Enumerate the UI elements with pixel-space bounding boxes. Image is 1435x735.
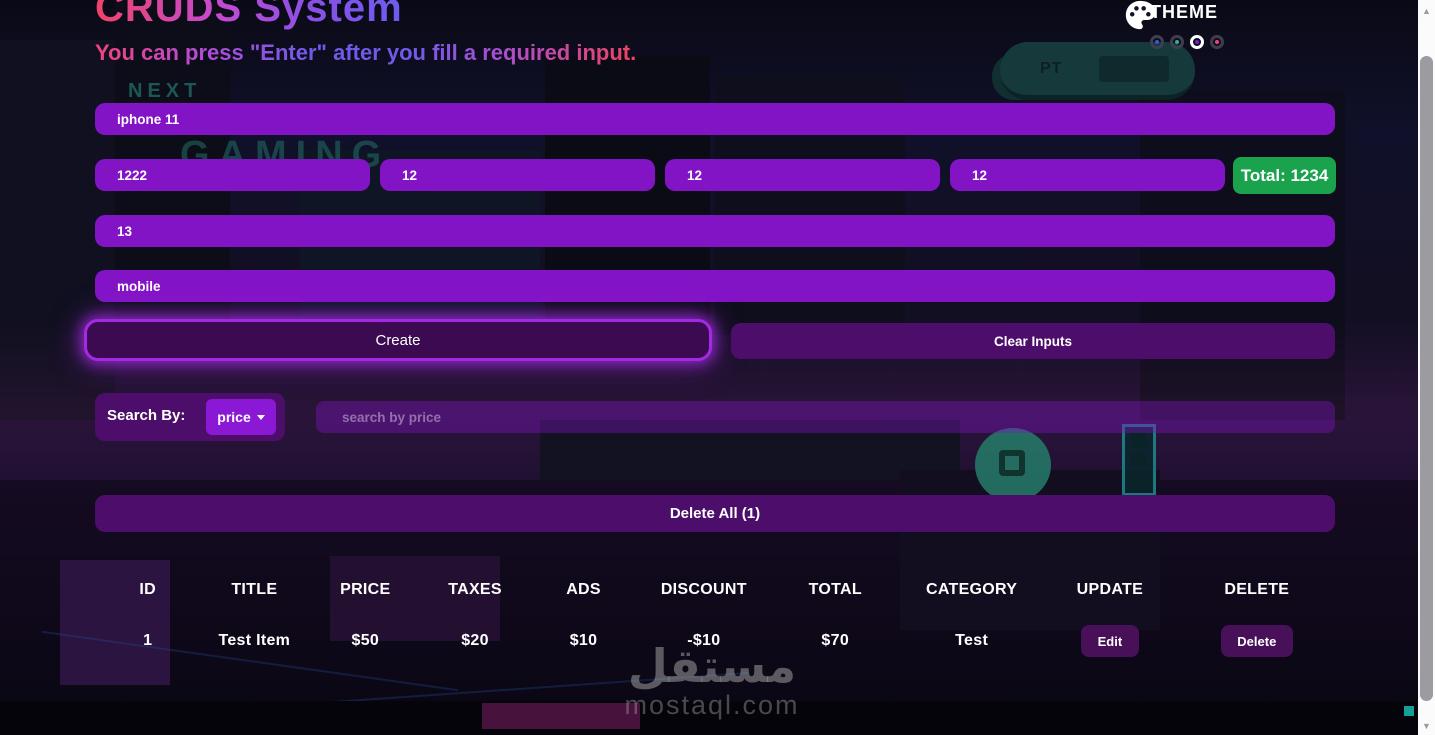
theme-swatches xyxy=(1150,35,1224,49)
header-ads: ADS xyxy=(566,581,601,598)
cell-price: $50 xyxy=(351,632,380,649)
ads-input[interactable] xyxy=(665,159,940,191)
theme-swatch-blue[interactable] xyxy=(1150,35,1164,49)
theme-label: THEME xyxy=(1150,2,1218,22)
palette-icon xyxy=(1125,0,1156,30)
chevron-down-icon xyxy=(256,414,265,420)
cell-ads: $10 xyxy=(569,632,598,649)
theme-swatch-pink[interactable] xyxy=(1210,35,1224,49)
search-by-panel: Search By: price xyxy=(95,393,285,441)
clear-inputs-button[interactable]: Clear Inputs xyxy=(731,323,1335,359)
header-title: TITLE xyxy=(231,581,278,598)
search-field-dropdown[interactable]: price xyxy=(206,399,276,435)
title-input[interactable] xyxy=(95,103,1335,135)
cell-taxes: $20 xyxy=(461,632,489,649)
cell-discount: -$10 xyxy=(687,632,721,649)
cell-id: 1 xyxy=(143,632,153,649)
header-id: ID xyxy=(139,581,156,598)
discount-input[interactable] xyxy=(950,159,1225,191)
header-total: TOTAL xyxy=(808,581,862,598)
delete-row-button[interactable]: Delete xyxy=(1220,625,1293,657)
delete-all-button[interactable]: Delete All (1) xyxy=(95,495,1335,532)
taxes-input[interactable] xyxy=(380,159,655,191)
header-update: UPDATE xyxy=(1076,581,1144,598)
category-input[interactable] xyxy=(95,270,1335,302)
table-row: 1 Test Item $50 $20 $10 -$10 $70 Test Ed… xyxy=(95,623,1335,659)
scrollbar-down-arrow-icon[interactable]: ▼ xyxy=(1422,721,1431,731)
header-taxes: TAXES xyxy=(448,581,502,598)
search-field-dropdown-value: price xyxy=(217,409,251,425)
price-input[interactable] xyxy=(95,159,370,191)
theme-swatch-teal[interactable] xyxy=(1170,35,1184,49)
search-input[interactable] xyxy=(316,401,1335,433)
scrollbar-up-arrow-icon[interactable]: ▲ xyxy=(1422,6,1431,16)
scrollbar-thumb[interactable] xyxy=(1420,56,1433,701)
cell-category: Test xyxy=(955,632,989,649)
page-title: CRUDS System xyxy=(95,0,403,31)
theme-swatch-purple[interactable] xyxy=(1190,35,1204,49)
total-badge: Total: 1234 xyxy=(1233,157,1336,194)
edit-row-button[interactable]: Edit xyxy=(1080,625,1139,657)
page-subtitle: You can press "Enter" after you fill a r… xyxy=(95,40,637,65)
table-header-row: ID TITLE PRICE TAXES ADS DISCOUNT TOTAL … xyxy=(95,572,1335,608)
count-input[interactable] xyxy=(95,215,1335,247)
cell-total: $70 xyxy=(821,632,850,649)
header-delete: DELETE xyxy=(1224,581,1290,598)
search-by-label: Search By: xyxy=(107,407,186,424)
header-category: CATEGORY xyxy=(925,581,1018,598)
create-button[interactable]: Create xyxy=(84,319,712,361)
header-price: PRICE xyxy=(340,581,391,598)
vertical-scrollbar[interactable]: ▲ ▼ xyxy=(1418,0,1435,735)
items-table: ID TITLE PRICE TAXES ADS DISCOUNT TOTAL … xyxy=(95,572,1335,659)
header-discount: DISCOUNT xyxy=(660,581,747,598)
cell-title: Test Item xyxy=(218,632,291,649)
